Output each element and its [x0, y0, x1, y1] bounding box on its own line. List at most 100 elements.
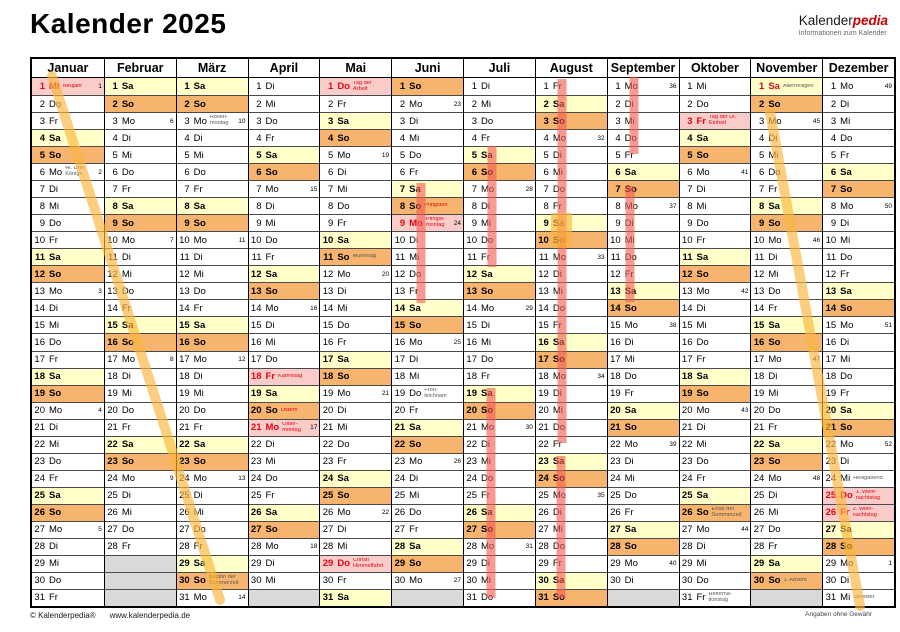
weekday-label: Sa	[49, 490, 61, 502]
weekday-label: Sa	[481, 268, 493, 280]
day-cell: 26 Sa	[464, 503, 535, 521]
weekday-label: Mi	[265, 98, 276, 110]
weekday-label: Mi	[696, 319, 707, 331]
day-cell: 16 Di	[823, 333, 894, 350]
weekday-label: Sa	[696, 251, 709, 263]
footer-copyright: © Kalenderpedia®	[30, 611, 96, 620]
day-number: 5	[39, 149, 45, 161]
day-cell: 1 Do Tag der Arbeit	[320, 78, 392, 96]
day-cell: 23 So	[751, 452, 823, 470]
weekday-label: Do	[552, 422, 565, 434]
day-number: 21	[466, 422, 477, 434]
day-cell: 14 So	[607, 299, 679, 317]
day-number: 27	[610, 524, 621, 536]
day-number: 17	[538, 354, 549, 366]
day-number: 1	[184, 81, 190, 93]
day-number: 19	[107, 388, 118, 400]
day-number: 10	[394, 234, 406, 246]
weekday-label: Fr	[409, 405, 419, 417]
day-cell: 18 Sa	[32, 367, 104, 385]
weekday-label: Mi	[193, 149, 204, 161]
day-cell: 5 Sa	[248, 146, 320, 164]
day-cell: 1 Mo 36	[608, 78, 679, 95]
weekday-label: Mo	[696, 285, 710, 297]
weekday-label: Di	[337, 524, 347, 536]
week-number: 46	[812, 236, 821, 244]
day-cell: 18 Fr	[464, 367, 535, 385]
day-cell: 27 Sa	[607, 520, 679, 538]
weekday-label: Di	[481, 200, 490, 212]
weekday-label: Sa	[840, 405, 852, 417]
day-number: 17	[34, 354, 45, 366]
weekday-label: Fr	[49, 115, 58, 127]
day-cell: 7 Sa	[392, 180, 463, 198]
day-cell: 2 Mi	[248, 95, 320, 112]
week-number: 6	[170, 117, 174, 125]
holiday-note: Ostern	[280, 407, 298, 413]
day-cell: 21 Mo Oster-montag 17	[248, 418, 320, 436]
day-cell: 15 Mo 51	[823, 316, 894, 333]
day-number: 21	[394, 422, 406, 434]
day-number: 29	[466, 558, 477, 570]
weekday-label: Mi	[409, 371, 420, 383]
weekday-label: So	[696, 268, 709, 280]
weekday-label: Sa	[768, 200, 780, 212]
weekday-label: Fr	[481, 132, 490, 144]
weekday-label: Mi	[193, 268, 204, 280]
day-cell: 5 Mi	[104, 146, 176, 163]
weekday-label: So	[840, 541, 853, 553]
holiday-note: 2. Weih-nachtstag	[852, 506, 877, 518]
month-header: Mai	[320, 59, 392, 78]
day-cell: 3 So	[535, 112, 607, 130]
day-number: 31	[179, 592, 190, 604]
day-number: 8	[184, 200, 190, 212]
day-cell: 18 So	[320, 367, 392, 385]
weekday-label: Do	[840, 132, 853, 144]
day-cell: 20 So Ostern	[248, 401, 320, 419]
day-number: 12	[466, 268, 477, 280]
day-cell: 22 Mo 52	[823, 435, 894, 453]
day-number: 27	[825, 524, 837, 536]
week-number: 38	[669, 321, 677, 329]
day-number: 15	[466, 319, 477, 331]
day-number: 11	[323, 251, 334, 263]
day-cell: 16 Do	[679, 333, 751, 350]
day-cell: 13 Di	[320, 282, 392, 299]
page-title: Kalender 2025	[30, 8, 227, 39]
day-number: 17	[681, 354, 693, 366]
day-number: 24	[179, 473, 190, 485]
weekday-label: Mi	[337, 302, 348, 314]
day-cell: 16 Mo 25	[392, 333, 463, 350]
weekday-label: Fr	[552, 319, 562, 331]
day-cell: 22 So	[392, 435, 463, 453]
weekday-label: Mo	[552, 132, 567, 144]
day-number: 1	[112, 81, 118, 93]
footer-url[interactable]: www.kalenderpedia.de	[109, 611, 191, 620]
day-cell: 14 Mo 16	[248, 299, 320, 316]
weekday-label: Fr	[265, 490, 275, 502]
day-number: 25	[466, 490, 477, 502]
month-column-juli: Juli 1 Di 2 Mi 3 Do 4 Fr 5 Sa 6 So 7 Mo 28 8 Di 9 Mi 10 Do 11 F…	[463, 59, 535, 606]
day-cell: 4 Fr	[464, 129, 535, 146]
day-number: 19	[34, 388, 45, 400]
day-cell: 3 Do	[248, 112, 320, 129]
weekday-label: So	[193, 456, 206, 468]
weekday-label: Do	[552, 541, 565, 553]
day-number: 20	[107, 405, 118, 417]
day-cell: 10 Mi	[607, 231, 679, 248]
weekday-label: Mo	[265, 183, 279, 195]
weekday-label: Mi	[768, 388, 779, 400]
day-number: 13	[179, 285, 190, 297]
day-cell: 26 Di	[535, 503, 607, 521]
day-number: 20	[466, 405, 477, 417]
month-column-dezember: Dezember 1 Mo 49 2 Di 3 Mi 4 Do 5 Fr 6 Sa 7 So 8 Mo 50 9 Di 1…	[822, 59, 894, 606]
day-cell: 12 Fr	[607, 265, 679, 282]
day-number: 2	[112, 98, 118, 110]
day-number: 25	[753, 490, 765, 502]
day-number: 9	[759, 217, 765, 229]
kalenderpedia-logo[interactable]: Kalenderpedia Informationen zum Kalender	[799, 13, 888, 38]
weekday-label: Sa	[840, 524, 852, 536]
day-cell: 20 Do	[176, 401, 248, 419]
day-cell: 13 Do	[104, 282, 176, 299]
day-number: 21	[34, 422, 45, 434]
